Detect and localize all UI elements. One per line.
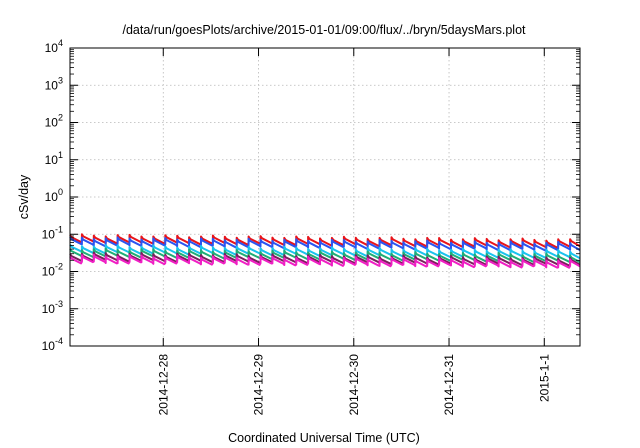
ticks <box>70 47 580 347</box>
chart-title: /data/run/goesPlots/archive/2015-01-01/0… <box>122 23 526 37</box>
x-tick-label: 2014-12-30 <box>347 354 361 416</box>
y-axis-label: cSv/day <box>17 174 31 219</box>
series-line <box>69 233 581 249</box>
y-tick-label: 10-4 <box>42 336 63 353</box>
series-line <box>69 251 581 267</box>
x-tick-label: 2014-12-29 <box>252 354 266 416</box>
x-tick-label: 2014-12-28 <box>156 354 170 416</box>
grid <box>70 48 580 346</box>
y-tick-label: 10-2 <box>42 262 63 279</box>
series-line <box>69 247 581 264</box>
series-line <box>69 244 581 260</box>
y-tick-label: 100 <box>45 187 63 204</box>
y-tick-label: 102 <box>45 113 63 130</box>
x-tick-label: 2014-12-31 <box>442 354 456 416</box>
x-tick-labels: 2014-12-28 2014-12-29 2014-12-30 2014-12-31… <box>156 354 551 416</box>
series-line <box>69 236 581 252</box>
y-tick-label: 101 <box>45 150 63 167</box>
y-tick-label: 104 <box>45 38 63 55</box>
y-tick-label: 10-3 <box>42 299 63 316</box>
x-tick-label: 2015-1-1 <box>537 354 551 402</box>
series-group <box>69 233 581 269</box>
y-tick-label: 10-1 <box>42 224 63 241</box>
y-tick-labels: 10-4 10-3 10-2 10-1 100 101 102 103 104 <box>42 38 63 353</box>
series-line <box>69 253 581 269</box>
y-tick-label: 103 <box>45 75 63 92</box>
x-axis-label: Coordinated Universal Time (UTC) <box>228 431 420 445</box>
